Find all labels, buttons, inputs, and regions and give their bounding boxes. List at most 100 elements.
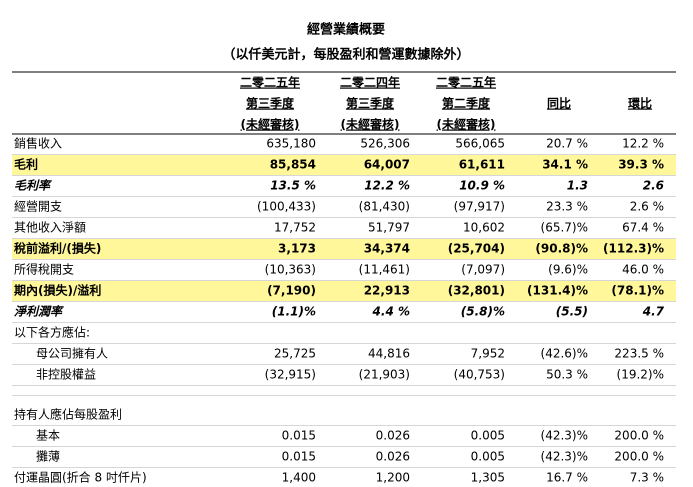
subtitle: （以仟美元計，每股盈利和營運數據除外） [222,47,469,63]
cell-value: (97,917) [454,200,505,214]
row-label: 毛利 [14,157,38,172]
row-label: 毛利率 [14,179,52,193]
cell-value: 223.5 % [614,347,664,361]
row-label: 淨利潤率 [14,305,64,319]
cell-value: (9.6)% [548,263,588,277]
row-label: 母公司擁有人 [36,346,108,361]
cell-value: (25,704) [448,242,505,256]
row-label: 攤薄 [36,449,60,464]
cell-value: 0.015 [282,450,316,464]
cell-value: (32,801) [448,284,505,298]
cell-value: (7,190) [267,284,316,298]
cell-value: (19.2)% [617,368,664,382]
cell-value: 200.0 % [614,450,664,464]
cell-value: (42.3)% [541,450,588,464]
cell-value: (32,915) [265,368,316,382]
row-label: 以下各方應佔: [14,325,90,340]
cell-value: 12.2 % [364,179,410,193]
cell-value: 4.7 [642,305,665,319]
cell-value: (5.8)% [461,305,505,319]
cell-value: 23.3 % [546,200,588,214]
cell-value: (112.3)% [603,242,664,256]
column-header: 二零二五年 [240,75,300,90]
cell-value: 51,797 [368,221,410,235]
row-highlight [12,281,676,301]
row-label: 基本 [36,429,60,443]
cell-value: 1,400 [282,471,316,485]
cell-value: (10,363) [265,263,316,277]
row-label: 付運晶圓(折合 8 吋仟片) [14,470,147,485]
row-highlight [12,155,676,175]
cell-value: (5.5) [556,305,588,319]
row-highlight [12,239,676,259]
cell-value: 25,725 [274,347,316,361]
cell-value: 50.3 % [546,368,588,382]
cell-value: 22,913 [364,284,410,298]
cell-value: 4.4 % [372,305,410,319]
cell-value: 17,752 [274,221,316,235]
row-label: 非控股權益 [36,368,96,382]
cell-value: 7.3 % [630,471,664,485]
cell-value: 10.9 % [459,179,505,193]
cell-value: 85,854 [270,158,316,172]
cell-value: 0.015 [282,429,316,443]
cell-value: (100,433) [257,200,316,214]
cell-value: 39.3 % [618,158,664,172]
row-label: 期內(損失)/溢利 [14,283,101,298]
column-header: 第二季度 [442,96,491,111]
cell-value: 200.0 % [614,429,664,443]
cell-value: 0.026 [376,429,410,443]
cell-value: 566,065 [455,137,505,151]
column-header: (未經審核) [437,117,496,132]
cell-value: (11,461) [359,263,410,277]
column-header: 二零二五年 [436,75,496,90]
cell-value: 7,952 [471,347,505,361]
cell-value: 3,173 [278,242,316,256]
cell-value: 64,007 [364,158,410,172]
cell-value: 61,611 [459,158,505,172]
cell-value: (90.8)% [535,242,588,256]
cell-value: 0.026 [376,450,410,464]
row-label: 其他收入淨額 [14,221,86,235]
cell-value: 526,306 [360,137,410,151]
cell-value: 2.6 [643,179,664,193]
column-header: 第三季度 [246,96,295,111]
cell-value: (1.1)% [272,305,316,319]
cell-value: (42.3)% [541,429,588,443]
column-header: 二零二四年 [340,75,400,90]
cell-value: (131.4)% [527,284,588,298]
cell-value: 0.005 [471,429,505,443]
cell-value: 12.2 % [622,137,664,151]
column-header: (未經審核) [241,117,300,132]
row-label: 經營開支 [14,200,62,214]
cell-value: 1.3 [567,179,588,193]
cell-value: 1,305 [471,471,505,485]
cell-value: 20.7 % [546,137,588,151]
row-label: 銷售收入 [14,136,62,151]
cell-value: 67.4 % [622,221,664,235]
cell-value: (81,430) [359,200,410,214]
column-header: (未經審核) [341,117,400,132]
cell-value: (40,753) [454,368,505,382]
column-header: 第三季度 [346,96,395,111]
cell-value: (7,097) [461,263,505,277]
cell-value: (21,903) [359,368,410,382]
column-header: 同比 [547,96,571,111]
row-label: 所得稅開支 [14,262,74,277]
row-label: 稅前溢利/(損失) [14,241,101,256]
cell-value: 1,200 [376,471,410,485]
cell-value: (78.1)% [611,284,664,298]
row-label: 持有人應佔每股盈利 [14,407,122,422]
cell-value: 0.005 [471,450,505,464]
cell-value: 34.1 % [542,158,588,172]
cell-value: 10,602 [463,221,505,235]
title: 經營業績概要 [307,22,385,38]
cell-value: 34,374 [364,242,410,256]
cell-value: 46.0 % [622,263,664,277]
cell-value: 635,180 [266,137,316,151]
cell-value: 16.7 % [546,471,588,485]
cell-value: 13.5 % [270,179,316,193]
cell-value: 44,816 [368,347,410,361]
cell-value: (42.6)% [541,347,588,361]
